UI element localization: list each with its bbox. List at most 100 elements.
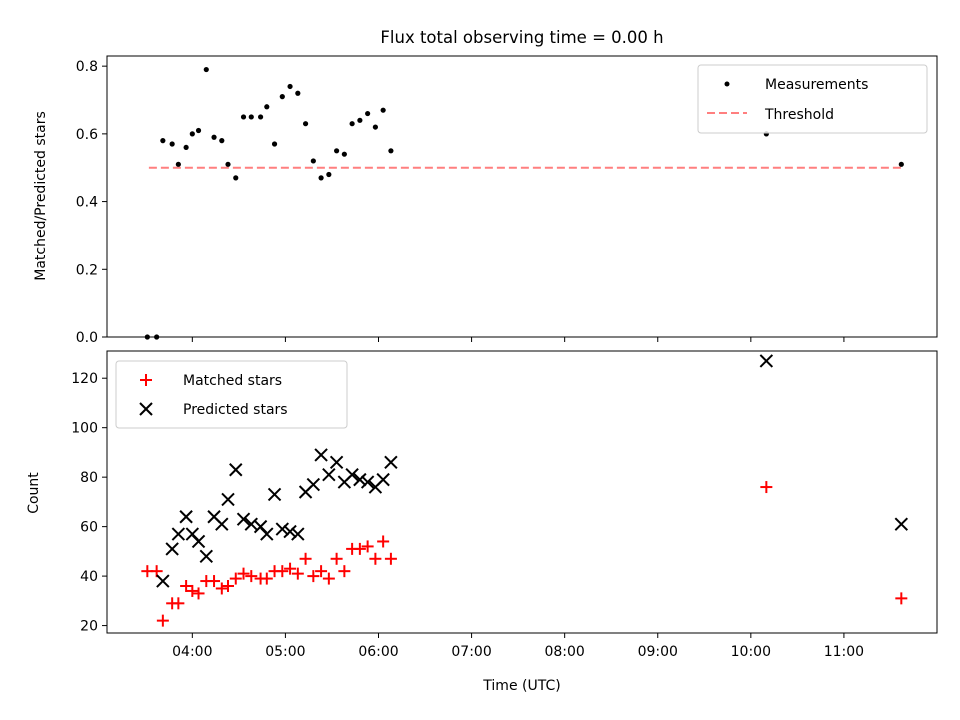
- matched-star-point: [291, 567, 304, 580]
- matched-star-point: [172, 597, 185, 610]
- bottom-legend: Matched stars Predicted stars: [115, 360, 348, 429]
- top-y-tick-label: 0.0: [76, 330, 98, 346]
- bottom-x-tick-label: 11:00: [824, 644, 864, 660]
- matched-star-point: [377, 535, 390, 548]
- chart-title: Flux total observing time = 0.00 h: [380, 28, 663, 47]
- measurement-point: [334, 148, 340, 154]
- measurement-point: [326, 171, 332, 178]
- measurement-point: [380, 107, 386, 113]
- predicted-star-point: [322, 467, 336, 482]
- legend-predicted-label: Predicted stars: [183, 402, 288, 418]
- top-legend-box: [697, 64, 928, 134]
- measurement-point: [271, 141, 278, 147]
- predicted-star-point: [283, 524, 297, 539]
- matched-star-point: [156, 614, 169, 627]
- matched-star-point: [237, 567, 250, 580]
- matched-star-point: [338, 565, 351, 578]
- matched-star-point: [186, 584, 199, 597]
- measurement-point: [175, 161, 181, 167]
- measurement-point: [233, 175, 239, 181]
- matched-star-point: [315, 565, 328, 578]
- predicted-star-point: [353, 472, 367, 487]
- measurement-point: [302, 121, 309, 127]
- predicted-star-point: [329, 455, 344, 470]
- top-y-tick-label: 0.2: [76, 262, 98, 278]
- top-y-tick-label: 0.6: [76, 127, 98, 143]
- matched-star-point: [180, 580, 193, 592]
- predicted-star-point: [345, 467, 359, 482]
- measurement-point: [279, 94, 285, 100]
- bottom-y-axis: 20 40 60 80 100 120: [71, 371, 107, 635]
- bottom-y-tick-label: 40: [80, 569, 98, 585]
- top-y-axis: 0.0 0.2 0.4 0.6 0.8: [76, 59, 107, 346]
- measurement-point: [388, 148, 394, 154]
- matched-star-point: [361, 540, 374, 553]
- measurement-point: [219, 138, 225, 144]
- bottom-y-tick-label: 60: [80, 520, 98, 536]
- measurement-point: [372, 124, 378, 130]
- matched-star-point: [276, 565, 289, 578]
- predicted-star-point: [894, 517, 909, 531]
- legend-matched-marker: [140, 374, 152, 386]
- top-x-axis: [191, 337, 845, 342]
- top-y-tick-label: 0.4: [76, 195, 98, 211]
- measurement-point: [169, 141, 175, 147]
- matched-star-point: [330, 552, 343, 565]
- bottom-x-axis: 04:00 05:00 06:00 07:00 08:00 09:00 10:00 11:00: [172, 633, 864, 660]
- legend-measurements-marker: [724, 81, 730, 87]
- matched-star-point: [307, 570, 320, 583]
- measurement-point: [898, 161, 904, 167]
- measurement-point: [225, 161, 231, 167]
- predicted-star-point: [156, 574, 170, 588]
- matched-star-point: [895, 592, 908, 605]
- measurement-point: [310, 158, 316, 164]
- predicted-star-point: [171, 527, 186, 541]
- bottom-x-tick-label: 10:00: [731, 644, 771, 660]
- predicted-star-point: [229, 463, 243, 477]
- predicted-star-point: [199, 549, 213, 564]
- top-legend: Measurements Threshold: [697, 64, 928, 134]
- top-y-axis-label: Matched/Predicted stars: [33, 111, 49, 281]
- matched-star-point: [322, 572, 335, 585]
- matched-star-point: [215, 582, 228, 595]
- predicted-star-point: [314, 448, 328, 462]
- predicted-star-point: [291, 527, 305, 541]
- measurement-point: [189, 131, 195, 137]
- legend-measurements-label: Measurements: [765, 77, 868, 93]
- predicted-star-point: [179, 510, 193, 524]
- top-plot-area: 0.0 0.2 0.4 0.6 0.8 Matched/Predicted stars: [33, 55, 938, 346]
- bottom-y-tick-label: 120: [71, 371, 98, 387]
- bottom-axes-frame: [106, 350, 938, 634]
- predicted-star-point: [376, 472, 390, 487]
- matched-star-point: [192, 587, 205, 600]
- legend-matched-label: Matched stars: [183, 373, 282, 389]
- measurement-point: [211, 134, 217, 140]
- predicted-star-point: [221, 492, 235, 507]
- bottom-x-tick-label: 08:00: [544, 644, 584, 660]
- predicted-star-point: [260, 527, 274, 541]
- predicted-star-point: [306, 477, 321, 492]
- bottom-x-tick-label: 05:00: [265, 644, 305, 660]
- predicted-star-point: [384, 455, 398, 470]
- bottom-legend-box: [115, 360, 348, 429]
- matched-star-point: [260, 572, 273, 585]
- predicted-star-point: [275, 522, 290, 536]
- bottom-y-tick-label: 100: [71, 421, 98, 437]
- measurement-point: [264, 104, 270, 110]
- bottom-x-tick-label: 04:00: [172, 644, 212, 660]
- measurement-point: [160, 138, 166, 144]
- predicted-star-point: [165, 542, 179, 556]
- predicted-star-point: [360, 475, 375, 489]
- predicted-star-point: [236, 512, 251, 526]
- top-y-tick-label: 0.8: [76, 59, 98, 75]
- measurement-point: [257, 114, 264, 120]
- bottom-y-tick-label: 80: [80, 470, 98, 486]
- measurement-point: [183, 144, 189, 151]
- measurement-point: [318, 175, 324, 181]
- measurement-point: [248, 114, 254, 120]
- matched-star-point: [384, 552, 397, 565]
- matched-star-point: [245, 570, 258, 583]
- predicted-star-point: [191, 534, 206, 549]
- bottom-y-axis-label: Count: [26, 472, 42, 514]
